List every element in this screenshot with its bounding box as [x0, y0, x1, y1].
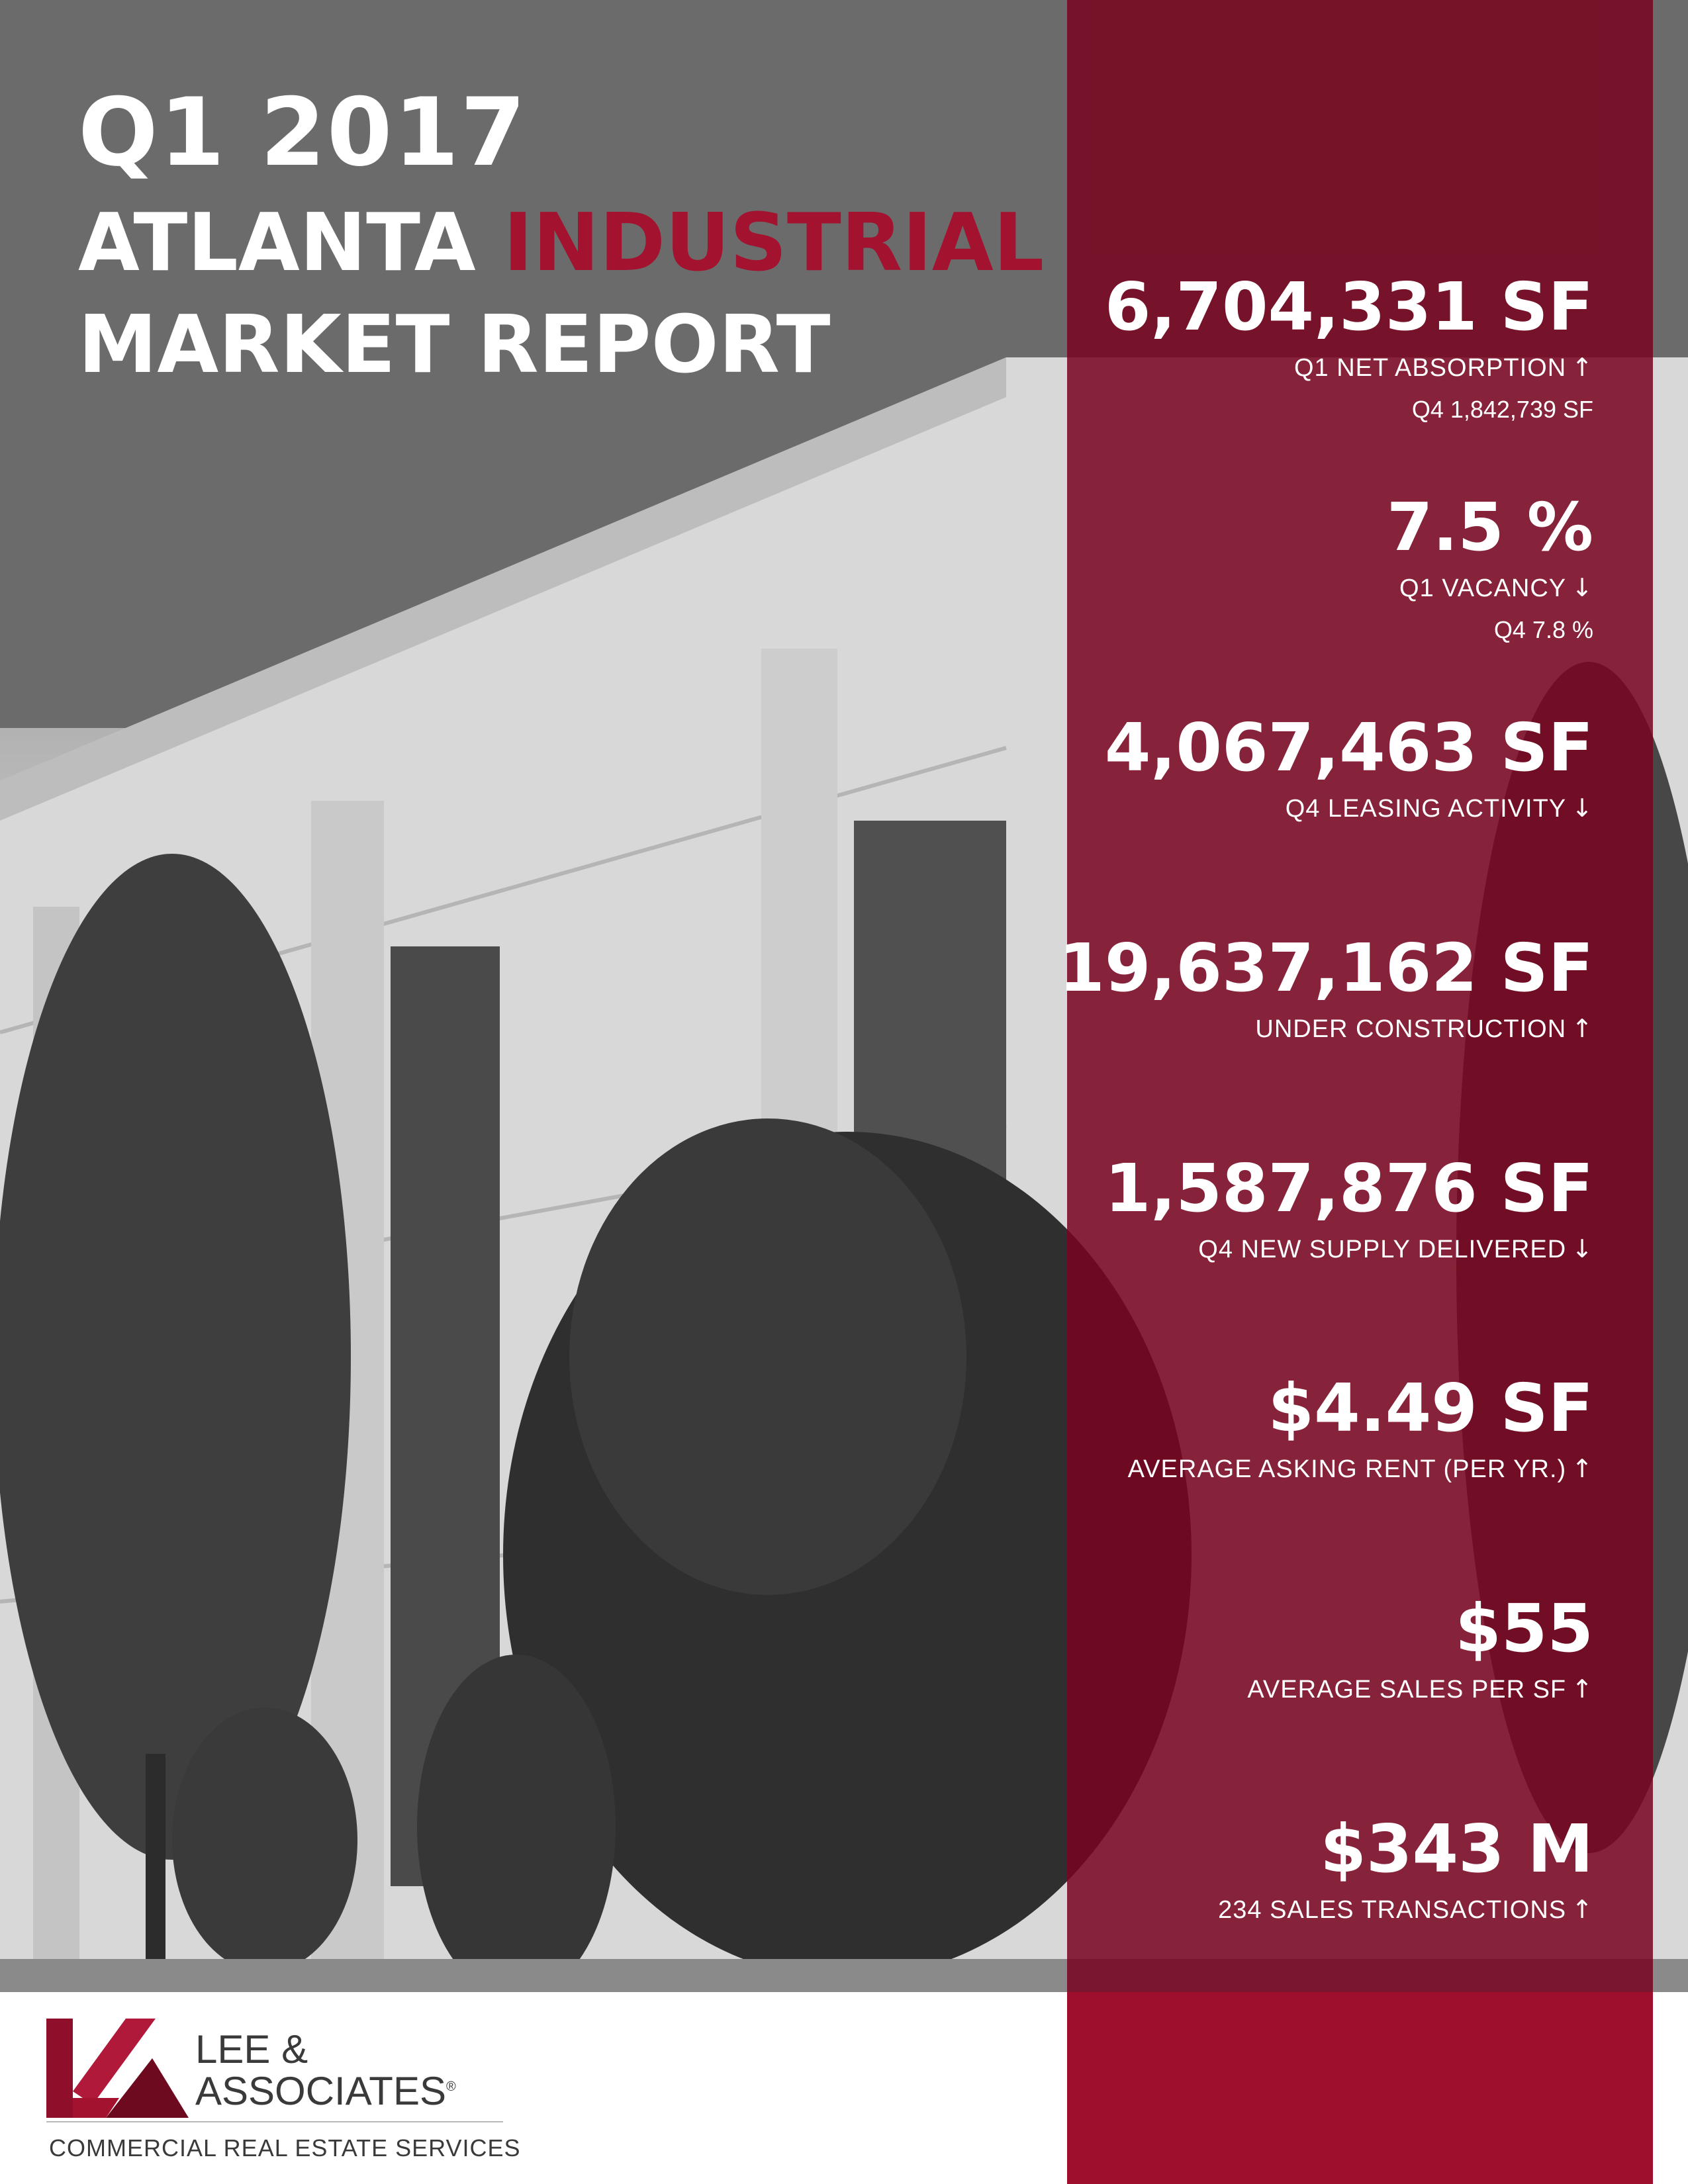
stat-label: Q4 NEW SUPPLY DELIVERED ↓: [1105, 1236, 1593, 1262]
company-logo: LEE & ASSOCIATES® COMMERCIAL REAL ESTATE…: [46, 2012, 520, 2171]
arrow-up-icon: ↑: [1571, 1895, 1593, 1924]
stat-label: AVERAGE ASKING RENT (PER YR.) ↑: [1128, 1456, 1593, 1482]
arrow-down-icon: ↓: [1571, 1234, 1593, 1263]
arrow-down-icon: ↓: [1571, 573, 1593, 602]
arrow-down-icon: ↓: [1571, 794, 1593, 823]
stat-label-text: AVERAGE SALES PER SF: [1247, 1676, 1567, 1704]
stat-label: Q1 NET ABSORPTION ↑: [1105, 355, 1593, 381]
stat-under-construction: 19,637,162 SF UNDER CONSTRUCTION ↑: [1058, 935, 1593, 1042]
stat-value: $4.49 SF: [1268, 1369, 1593, 1447]
arrow-up-icon: ↑: [1571, 1674, 1593, 1704]
logo-wordmark: LEE & ASSOCIATES®: [195, 2028, 456, 2112]
stat-new-supply: 1,587,876 SF Q4 NEW SUPPLY DELIVERED ↓: [1104, 1150, 1593, 1263]
stat-value: $343 M: [1320, 1810, 1593, 1888]
stat-value: 4,067,463 SF: [1104, 709, 1593, 786]
stat-label: Q1 VACANCY ↓: [1387, 575, 1593, 601]
stat-label-text: Q4 LEASING ACTIVITY: [1285, 795, 1567, 823]
stat-label-text: AVERAGE ASKING RENT (PER YR.): [1127, 1455, 1567, 1483]
lee-associates-logo-icon: [46, 2019, 189, 2118]
stat-value: 6,704,331 SF: [1104, 268, 1593, 345]
market-stats: 6,704,331 SF Q1 NET ABSORPTION ↑ Q4 1,842…: [1058, 0, 1593, 1992]
stat-label-text: Q1 VACANCY: [1399, 574, 1567, 602]
report-title: Q1 2017 ATLANTA INDUSTRIAL MARKET REPORT: [78, 86, 1044, 385]
stat-label: AVERAGE SALES PER SF ↑: [1247, 1676, 1593, 1702]
stat-sales-volume: $343 M 234 SALES TRANSACTIONS ↑: [1218, 1816, 1593, 1923]
stat-label-text: 234 SALES TRANSACTIONS: [1218, 1896, 1567, 1924]
stat-label: Q4 LEASING ACTIVITY ↓: [1105, 796, 1593, 821]
stat-label: UNDER CONSTRUCTION ↑: [1058, 1016, 1593, 1042]
stat-value: 19,637,162 SF: [1058, 929, 1593, 1007]
stat-value: $55: [1455, 1590, 1593, 1667]
stat-net-absorption: 6,704,331 SF Q1 NET ABSORPTION ↑ Q4 1,842…: [1105, 274, 1593, 422]
stat-vacancy: 7.5 % Q1 VACANCY ↓ Q4 7.8 %: [1387, 494, 1593, 642]
stat-label: 234 SALES TRANSACTIONS ↑: [1218, 1897, 1593, 1923]
arrow-up-icon: ↑: [1571, 1014, 1593, 1043]
stat-value: 1,587,876 SF: [1104, 1150, 1593, 1227]
stat-asking-rent: $4.49 SF AVERAGE ASKING RENT (PER YR.) ↑: [1128, 1375, 1593, 1482]
arrow-up-icon: ↑: [1571, 353, 1593, 382]
logo-divider: [46, 2121, 503, 2122]
stat-value: 7.5 %: [1386, 488, 1593, 566]
report-title-line2: ATLANTA INDUSTRIAL: [78, 204, 1044, 283]
report-title-line3: MARKET REPORT: [78, 299, 831, 391]
registered-mark: ®: [445, 2079, 456, 2094]
logo-name-line1: LEE &: [195, 2027, 308, 2071]
stat-prior-value: Q4 1,842,739 SF: [1411, 396, 1593, 423]
stat-sales-per-sf: $55 AVERAGE SALES PER SF ↑: [1247, 1590, 1593, 1703]
logo-name-line2: ASSOCIATES: [195, 2069, 446, 2113]
stats-panel-background: [1067, 0, 1653, 2184]
stat-prior-value: Q4 7.8 %: [1493, 616, 1593, 643]
stat-label-text: Q4 NEW SUPPLY DELIVERED: [1198, 1236, 1567, 1263]
arrow-up-icon: ↑: [1571, 1454, 1593, 1483]
report-sector: INDUSTRIAL: [503, 197, 1045, 289]
stat-label-text: UNDER CONSTRUCTION: [1255, 1015, 1567, 1043]
stat-label-text: Q1 NET ABSORPTION: [1293, 354, 1567, 382]
report-city: ATLANTA: [78, 197, 504, 289]
stat-leasing-activity: 4,067,463 SF Q4 LEASING ACTIVITY ↓: [1104, 709, 1593, 822]
logo-tagline: COMMERCIAL REAL ESTATE SERVICES: [49, 2134, 521, 2161]
logo-name-line2-wrap: ASSOCIATES®: [195, 2070, 456, 2112]
footer-accent-block: [1067, 1992, 1653, 2184]
report-period: Q1 2017: [78, 78, 528, 187]
